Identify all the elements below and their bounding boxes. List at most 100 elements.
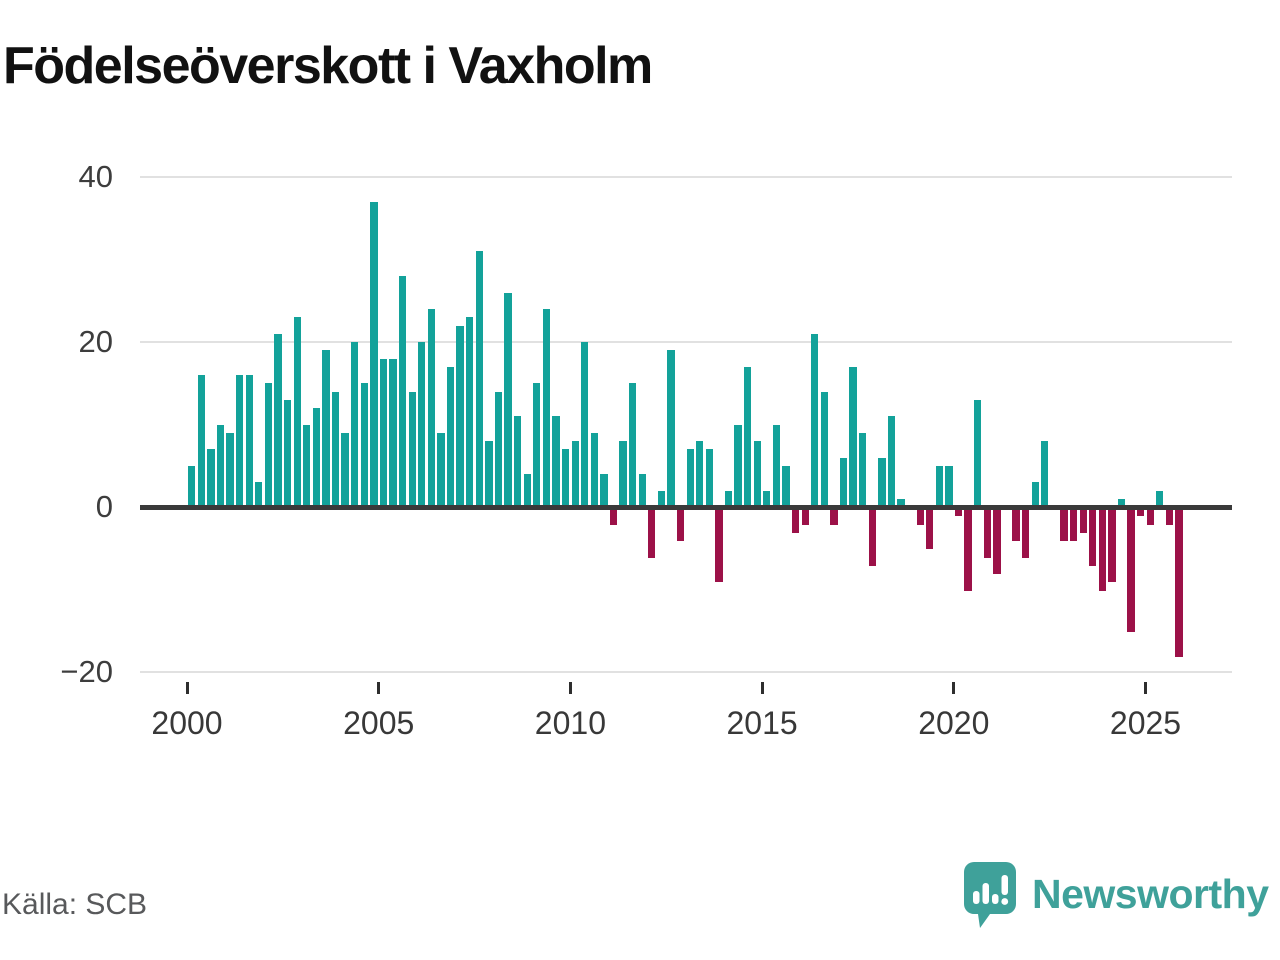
bar-2025-q4 <box>1175 507 1183 657</box>
bar-2010-q2 <box>581 342 589 508</box>
bar-2014-q2 <box>734 424 742 508</box>
bar-2019-q2 <box>926 507 934 550</box>
x-axis-tick-2005 <box>377 682 381 694</box>
bar-2016-q2 <box>811 333 819 508</box>
y-axis-label-40: 40 <box>78 159 113 194</box>
bar-2025-q3 <box>1165 507 1174 525</box>
bar-2021-q3 <box>1012 507 1020 541</box>
bar-2000-q2 <box>197 375 205 508</box>
bar-2023-q4 <box>1098 507 1106 591</box>
bar-2018-q1 <box>878 457 886 508</box>
bar-2020-q2 <box>964 507 972 591</box>
x-axis-tick-2025 <box>1144 682 1147 694</box>
gridline-y-20 <box>140 341 1232 343</box>
bar-2021-q4 <box>1021 507 1030 558</box>
bar-2024-q1 <box>1108 507 1116 583</box>
gridline-y--20 <box>140 671 1232 673</box>
bar-2006-q3 <box>437 432 445 508</box>
x-axis-label-2015: 2015 <box>726 705 798 741</box>
x-axis-label-2025: 2025 <box>1109 705 1182 741</box>
bar-2018-q2 <box>887 416 896 508</box>
bar-2009-q4 <box>561 449 570 508</box>
bar-2003-q2 <box>312 408 320 508</box>
bar-2023-q1 <box>1069 507 1078 541</box>
bar-2012-q2 <box>657 490 666 508</box>
bar-2004-q1 <box>341 432 349 508</box>
bar-2013-q3 <box>705 449 713 508</box>
bar-2017-q3 <box>859 432 867 508</box>
bar-2005-q4 <box>408 391 416 508</box>
bar-2012-q4 <box>676 507 685 541</box>
bar-2007-q2 <box>466 317 474 508</box>
bar-2016-q3 <box>820 391 828 508</box>
bar-2008-q2 <box>504 292 512 508</box>
bar-2003-q3 <box>322 350 330 508</box>
bar-2019-q3 <box>935 465 944 508</box>
bar-2011-q4 <box>638 474 646 508</box>
bar-2010-q3 <box>590 432 598 508</box>
bar-2018-q3 <box>897 498 905 508</box>
x-axis-tick-2015 <box>760 682 764 694</box>
bar-2002-q4 <box>293 317 301 508</box>
x-axis-tick-2020 <box>952 682 956 694</box>
bar-2001-q1 <box>226 432 234 508</box>
bar-2008-q3 <box>513 416 522 508</box>
bar-2000-q3 <box>207 449 215 508</box>
bar-2025-q1 <box>1146 507 1154 525</box>
bar-2016-q1 <box>801 507 809 525</box>
bar-2004-q3 <box>360 383 368 508</box>
bar-2025-q2 <box>1156 490 1164 508</box>
bar-2024-q3 <box>1127 507 1135 632</box>
bar-2002-q3 <box>283 399 292 508</box>
bar-2011-q3 <box>629 383 637 508</box>
bar-2023-q3 <box>1089 507 1097 566</box>
bar-2024-q4 <box>1137 507 1145 517</box>
bar-2014-q3 <box>744 366 752 508</box>
bar-2013-q2 <box>696 441 704 508</box>
gridline-y-40 <box>140 176 1232 178</box>
bar-2000-q4 <box>216 424 225 508</box>
bar-2020-q3 <box>974 399 982 508</box>
bar-2020-q1 <box>954 507 963 517</box>
bar-2017-q2 <box>849 366 857 508</box>
bar-2005-q1 <box>379 358 388 508</box>
bar-2015-q3 <box>782 465 790 508</box>
y-axis-label-0: 0 <box>95 489 113 524</box>
bar-2022-q4 <box>1060 507 1068 541</box>
newsworthy-wordmark: Newsworthy <box>1032 871 1269 917</box>
bar-2017-q1 <box>839 457 848 508</box>
bar-2002-q2 <box>274 333 282 508</box>
bar-2008-q1 <box>494 391 503 508</box>
bar-2022-q1 <box>1031 482 1039 508</box>
bar-2011-q2 <box>619 441 627 508</box>
y-axis-label-20: 20 <box>78 324 113 359</box>
bar-2020-q4 <box>983 507 991 558</box>
bar-2017-q4 <box>868 507 876 566</box>
x-axis-label-2000: 2000 <box>151 705 223 741</box>
bar-2019-q1 <box>916 507 924 525</box>
bar-2023-q2 <box>1079 507 1087 533</box>
bar-2019-q4 <box>945 465 953 508</box>
bar-2013-q1 <box>686 449 694 508</box>
bar-2014-q1 <box>724 490 733 508</box>
bar-2011-q1 <box>609 507 618 525</box>
bar-2005-q3 <box>398 276 407 508</box>
bar-2002-q1 <box>264 383 273 508</box>
bar-2009-q1 <box>533 383 541 508</box>
bar-2007-q3 <box>475 251 483 508</box>
bar-2009-q2 <box>542 309 551 508</box>
bar-2010-q1 <box>571 441 579 508</box>
bar-2024-q2 <box>1117 498 1126 508</box>
chart-title: Födelseöverskott i Vaxholm <box>3 37 653 95</box>
x-axis-label-2010: 2010 <box>534 705 606 741</box>
bar-2015-q2 <box>772 424 781 508</box>
x-axis-tick-2010 <box>568 682 572 694</box>
bar-2001-q2 <box>236 375 244 508</box>
bar-2007-q4 <box>485 441 493 508</box>
bar-2016-q4 <box>830 507 838 525</box>
bar-2008-q4 <box>523 474 531 508</box>
bar-2003-q1 <box>303 424 311 508</box>
bar-2003-q4 <box>331 391 340 508</box>
x-axis-zero-line <box>140 504 1232 510</box>
